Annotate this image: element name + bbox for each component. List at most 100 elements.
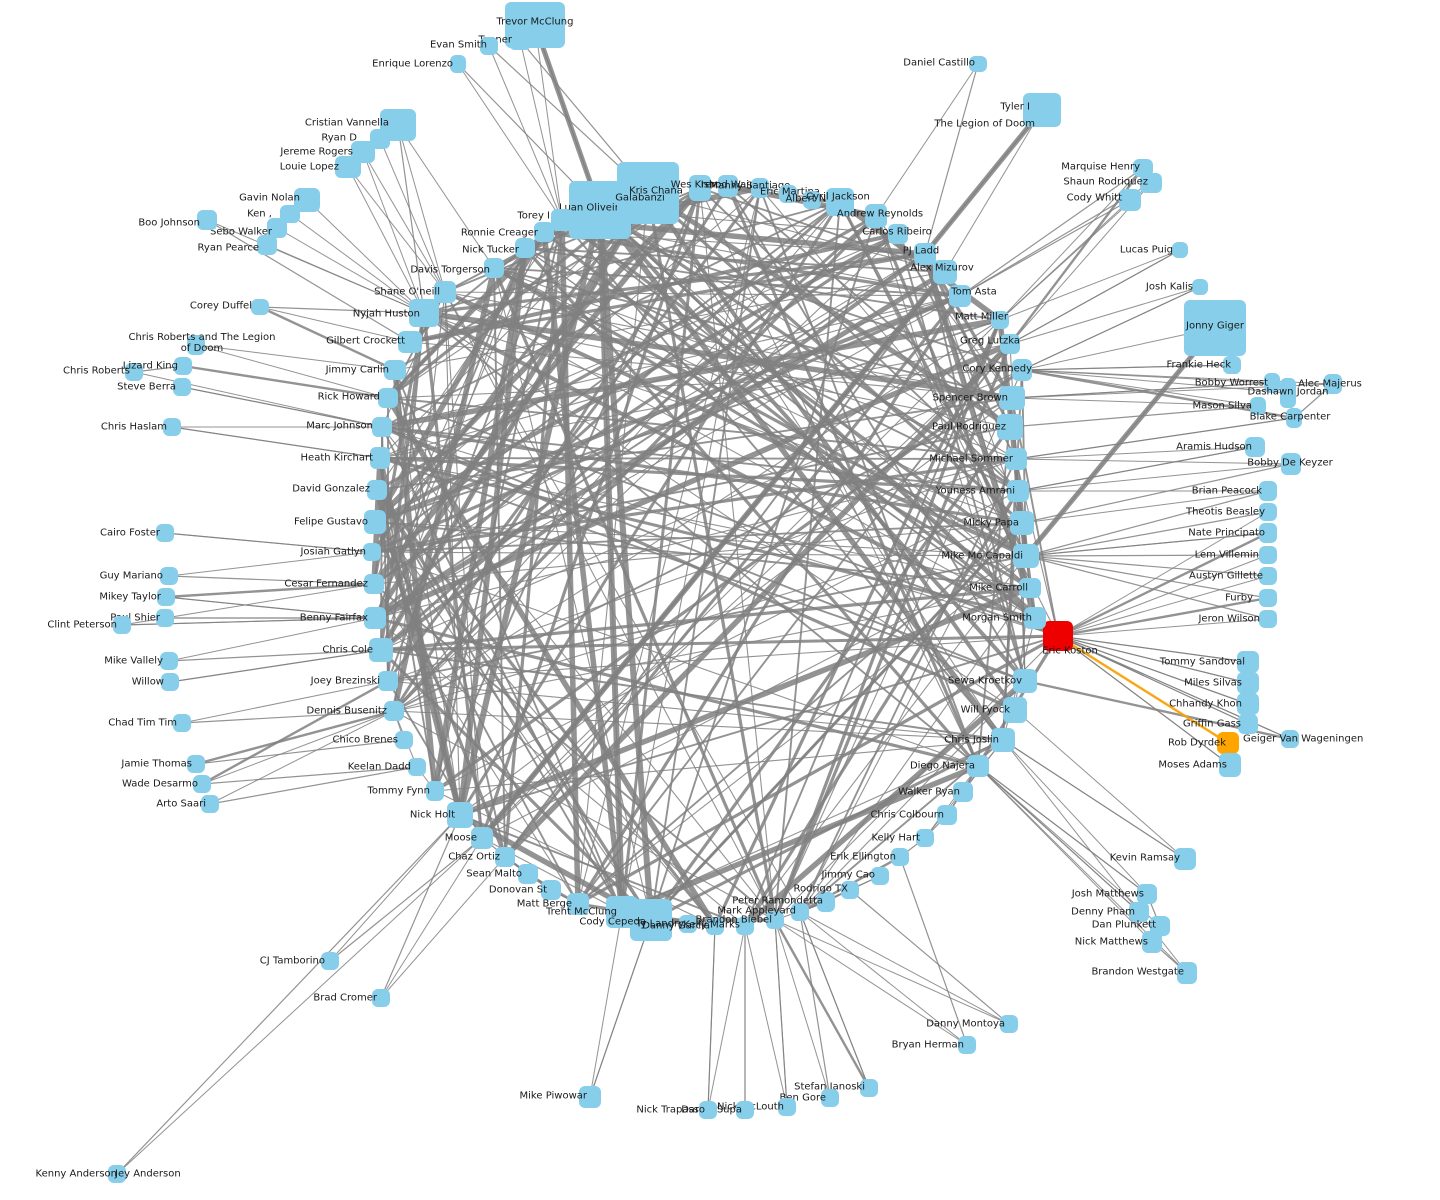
graph-node[interactable] — [766, 911, 784, 929]
graph-node[interactable] — [1174, 848, 1196, 870]
graph-node[interactable] — [1259, 610, 1277, 628]
graph-node[interactable] — [363, 543, 381, 561]
graph-node[interactable] — [384, 701, 404, 721]
graph-node[interactable] — [409, 299, 439, 327]
graph-node[interactable] — [267, 218, 287, 238]
graph-node[interactable] — [173, 378, 191, 396]
graph-node[interactable] — [1177, 962, 1197, 984]
graph-node[interactable] — [1000, 1015, 1018, 1033]
graph-node[interactable] — [1286, 408, 1302, 428]
graph-node[interactable] — [1003, 697, 1027, 723]
graph-node[interactable] — [1019, 578, 1041, 598]
graph-node[interactable] — [113, 616, 131, 634]
graph-node[interactable] — [372, 417, 392, 437]
graph-node[interactable] — [108, 1165, 126, 1183]
graph-node[interactable] — [1013, 544, 1039, 568]
graph-node[interactable] — [999, 386, 1025, 410]
graph-node[interactable] — [1281, 730, 1299, 748]
graph-node[interactable] — [736, 917, 754, 935]
graph-node[interactable] — [779, 185, 797, 203]
graph-node[interactable] — [378, 388, 398, 408]
graph-node[interactable] — [364, 574, 384, 594]
graph-node[interactable] — [257, 235, 277, 255]
graph-node[interactable] — [1237, 693, 1259, 715]
graph-node[interactable] — [841, 881, 859, 899]
graph-node[interactable] — [1259, 589, 1277, 607]
graph-node[interactable] — [1250, 397, 1266, 415]
graph-node[interactable] — [1237, 672, 1259, 694]
graph-node[interactable] — [395, 731, 413, 749]
graph-node[interactable] — [1133, 159, 1153, 177]
graph-node[interactable] — [1238, 714, 1258, 734]
graph-node[interactable] — [1184, 300, 1246, 356]
graph-node[interactable] — [1129, 902, 1149, 922]
graph-node[interactable] — [933, 260, 957, 284]
graph-node[interactable] — [1324, 374, 1342, 394]
graph-node[interactable] — [689, 175, 711, 201]
graph-node[interactable] — [1005, 448, 1027, 470]
graph-node[interactable] — [197, 210, 217, 230]
graph-node[interactable] — [551, 209, 573, 231]
graph-node[interactable] — [967, 755, 989, 777]
graph-node[interactable] — [384, 360, 406, 380]
graph-node[interactable] — [173, 714, 191, 732]
graph-node[interactable] — [1012, 359, 1032, 381]
graph-node[interactable] — [495, 847, 515, 867]
graph-node[interactable] — [335, 156, 361, 178]
graph-node[interactable] — [372, 989, 390, 1007]
graph-node[interactable] — [791, 903, 809, 921]
graph-node[interactable] — [370, 447, 390, 469]
graph-node[interactable] — [450, 55, 466, 73]
graph-node[interactable] — [1259, 503, 1277, 521]
graph-node[interactable] — [398, 331, 422, 353]
graph-node[interactable] — [160, 652, 178, 670]
graph-node[interactable] — [156, 524, 174, 542]
graph-node[interactable] — [1137, 884, 1157, 904]
graph-node[interactable] — [187, 335, 205, 355]
graph-node[interactable] — [1142, 931, 1162, 953]
graph-node[interactable] — [1172, 242, 1188, 258]
graph-node[interactable] — [706, 917, 724, 935]
graph-node[interactable] — [364, 607, 386, 629]
graph-node[interactable] — [630, 899, 672, 941]
graph-node[interactable] — [370, 129, 390, 149]
graph-node[interactable] — [369, 638, 393, 662]
graph-node[interactable] — [515, 238, 535, 258]
graph-node[interactable] — [367, 480, 387, 500]
graph-node[interactable] — [160, 567, 178, 585]
graph-node[interactable] — [408, 758, 426, 776]
graph-node[interactable] — [953, 782, 973, 802]
graph-node[interactable] — [937, 805, 957, 825]
graph-node[interactable] — [803, 191, 821, 209]
graph-node[interactable] — [1013, 669, 1037, 693]
graph-node[interactable] — [1259, 546, 1277, 564]
graph-node[interactable] — [471, 827, 493, 849]
graph-node[interactable] — [916, 829, 934, 847]
graph-node[interactable] — [679, 915, 697, 933]
graph-node[interactable] — [125, 363, 143, 381]
graph-node[interactable] — [541, 880, 561, 900]
graph-node[interactable] — [187, 755, 205, 773]
graph-node[interactable] — [914, 243, 936, 265]
graph-node[interactable] — [1007, 480, 1029, 502]
graph-node[interactable] — [1264, 373, 1280, 393]
graph-node[interactable] — [518, 864, 538, 884]
graph-node[interactable] — [193, 775, 211, 793]
graph-node[interactable] — [251, 299, 269, 315]
graph-node[interactable] — [378, 671, 398, 691]
graph-node[interactable] — [1119, 189, 1141, 211]
graph-node[interactable] — [161, 673, 179, 691]
graph-node[interactable] — [1280, 378, 1296, 408]
graph-node[interactable] — [1223, 356, 1241, 374]
graph-node[interactable] — [157, 588, 175, 606]
graph-node[interactable] — [163, 418, 181, 436]
graph-node[interactable] — [888, 224, 908, 244]
graph-node[interactable] — [1010, 511, 1034, 535]
graph-node[interactable] — [280, 205, 300, 223]
graph-node[interactable] — [891, 848, 909, 866]
graph-node[interactable] — [736, 1101, 754, 1119]
graph-node[interactable] — [534, 222, 554, 242]
graph-node[interactable] — [509, 30, 531, 50]
graph-node[interactable] — [579, 1086, 601, 1108]
graph-node[interactable] — [1259, 523, 1277, 543]
